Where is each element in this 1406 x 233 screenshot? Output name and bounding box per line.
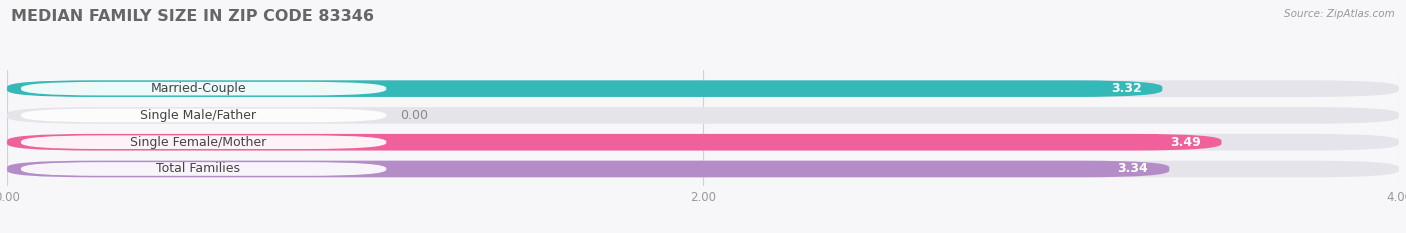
Text: 3.34: 3.34 [1118,162,1149,175]
FancyBboxPatch shape [21,109,387,122]
Text: 3.32: 3.32 [1111,82,1142,95]
Text: 3.49: 3.49 [1170,136,1201,149]
FancyBboxPatch shape [21,162,387,176]
FancyBboxPatch shape [7,134,1222,151]
Text: Married-Couple: Married-Couple [150,82,246,95]
Text: Total Families: Total Families [156,162,240,175]
Text: Single Female/Mother: Single Female/Mother [131,136,267,149]
Text: Source: ZipAtlas.com: Source: ZipAtlas.com [1284,9,1395,19]
FancyBboxPatch shape [7,80,1399,97]
Text: Single Male/Father: Single Male/Father [141,109,256,122]
FancyBboxPatch shape [7,134,1399,151]
FancyBboxPatch shape [7,107,1399,124]
Text: 0.00: 0.00 [401,109,429,122]
FancyBboxPatch shape [21,135,387,149]
FancyBboxPatch shape [7,161,1399,177]
Text: MEDIAN FAMILY SIZE IN ZIP CODE 83346: MEDIAN FAMILY SIZE IN ZIP CODE 83346 [11,9,374,24]
FancyBboxPatch shape [7,80,1163,97]
FancyBboxPatch shape [21,82,387,96]
FancyBboxPatch shape [7,161,1170,177]
